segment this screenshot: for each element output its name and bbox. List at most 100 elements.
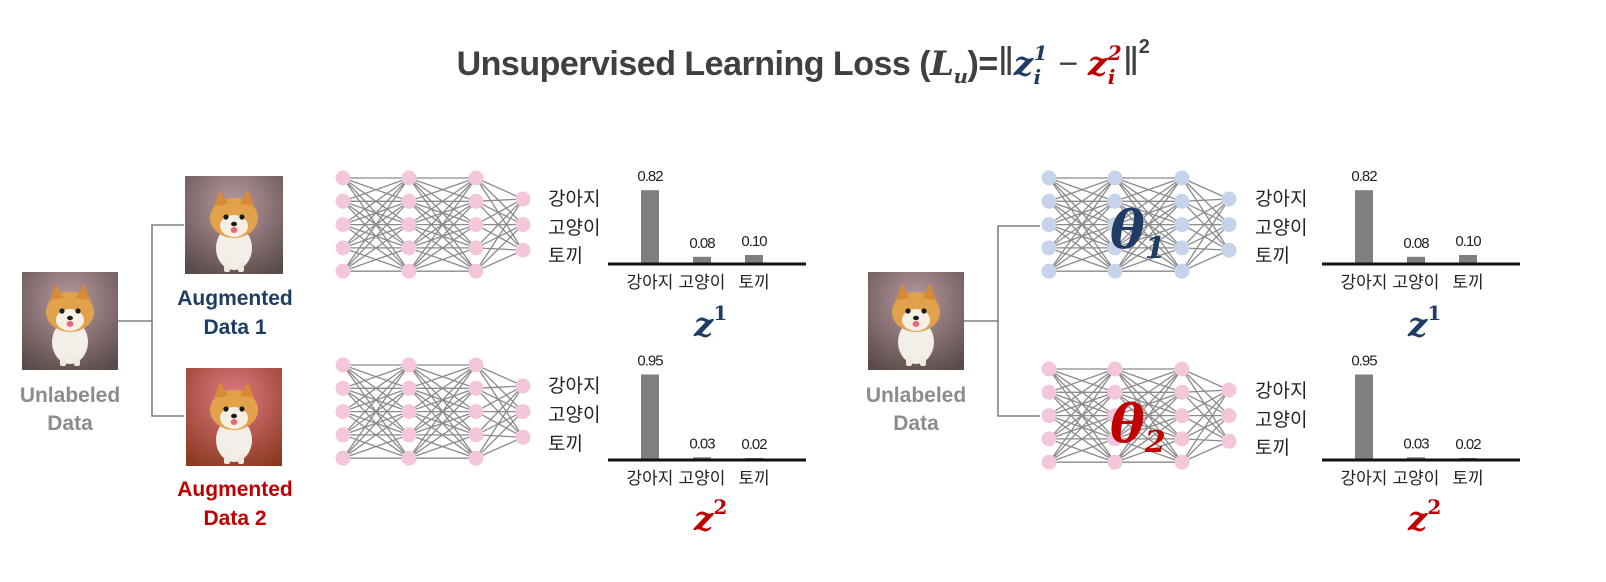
network-edges xyxy=(1048,368,1230,463)
network-node xyxy=(468,170,484,186)
left-unlabeled-label-1: Unlabeled xyxy=(20,384,120,407)
category-tick-label: 고양이 xyxy=(1393,273,1440,292)
network-node xyxy=(1174,431,1190,447)
bar-chart-z1-right: 0.82 강아지 0.08 고양이 0.10 토끼 z1 xyxy=(1322,168,1520,345)
left-source-photo xyxy=(22,272,118,370)
network-node xyxy=(1221,242,1237,258)
power-two: 2 xyxy=(1138,36,1150,58)
augmented-photo-2 xyxy=(186,368,282,466)
bar-value-label: 0.82 xyxy=(1351,168,1377,185)
network-node xyxy=(515,217,531,233)
network-node xyxy=(335,380,351,396)
category-tick-label: 강아지 xyxy=(1341,469,1388,488)
network-node xyxy=(515,191,531,207)
class-label: 고양이 xyxy=(1255,217,1307,239)
network-node xyxy=(468,240,484,256)
network-node xyxy=(335,263,351,279)
category-tick-label: 고양이 xyxy=(679,273,726,292)
bar-value-label: 0.03 xyxy=(1403,435,1429,452)
network-node xyxy=(335,357,351,373)
network-node xyxy=(468,404,484,420)
chart-caption: z2 xyxy=(1407,495,1441,539)
aug2-label-1: Augmented xyxy=(177,478,293,501)
output-labels-right-bottom: 강아지 고양이 토끼 xyxy=(1255,380,1307,459)
theta1-symbol: θ1 xyxy=(1110,200,1166,266)
network-node xyxy=(1107,361,1123,377)
bar-chart-z1-left: 0.82 강아지 0.08 고양이 0.10 토끼 z1 xyxy=(608,168,806,345)
network-node xyxy=(515,429,531,445)
category-tick-label: 고양이 xyxy=(1393,469,1440,488)
loss-formula-title: Unsupervised Learning Loss (Lu)=‖z 1 i − z 2 i… xyxy=(0,36,1606,89)
right-unlabeled-label-2: Data xyxy=(893,412,939,435)
bar xyxy=(1407,256,1425,264)
network-node xyxy=(1041,240,1057,256)
network-node xyxy=(1174,263,1190,279)
norm-open: ‖ xyxy=(997,40,1015,84)
network-node xyxy=(1041,431,1057,447)
left-unlabeled-label-2: Data xyxy=(47,412,93,435)
network-node xyxy=(1174,240,1190,256)
network-node xyxy=(1107,263,1123,279)
bar xyxy=(641,374,659,460)
network-node xyxy=(335,404,351,420)
network-node xyxy=(1174,217,1190,233)
network-node xyxy=(1221,191,1237,207)
network-node xyxy=(401,240,417,256)
network-node xyxy=(401,450,417,466)
minus-sign: − xyxy=(1058,45,1079,83)
bar-value-label: 0.10 xyxy=(741,233,767,250)
title-prefix: Unsupervised Learning Loss ( xyxy=(456,45,931,83)
bar xyxy=(745,255,763,264)
network-node xyxy=(1041,361,1057,377)
network-node xyxy=(1107,217,1123,233)
neural-network-right-bottom xyxy=(1041,361,1237,470)
network-node xyxy=(401,217,417,233)
class-label: 고양이 xyxy=(548,217,600,239)
category-tick-label: 토끼 xyxy=(738,273,769,292)
network-node xyxy=(335,170,351,186)
network-node xyxy=(1107,170,1123,186)
network-node xyxy=(1041,217,1057,233)
class-label: 고양이 xyxy=(548,404,600,426)
class-label: 강아지 xyxy=(548,375,600,397)
network-node xyxy=(1221,433,1237,449)
network-node xyxy=(468,380,484,396)
bar xyxy=(641,190,659,264)
output-labels-left-top: 강아지 고양이 토끼 xyxy=(548,188,600,267)
network-node xyxy=(1174,408,1190,424)
network-node xyxy=(335,240,351,256)
theta2-symbol: θ2 xyxy=(1110,394,1166,460)
network-node xyxy=(1041,263,1057,279)
right-unlabeled-label-1: Unlabeled xyxy=(866,384,966,407)
network-node xyxy=(468,217,484,233)
class-label: 토끼 xyxy=(1255,245,1290,267)
network-node xyxy=(1107,431,1123,447)
augmented-photo-1 xyxy=(185,176,283,274)
norm-close: ‖ xyxy=(1122,40,1140,84)
class-label: 강아지 xyxy=(1255,188,1307,210)
network-node xyxy=(468,357,484,373)
category-tick-label: 강아지 xyxy=(627,273,674,292)
category-tick-label: 토끼 xyxy=(1452,469,1483,488)
class-label: 고양이 xyxy=(1255,409,1307,431)
neural-network-left-top xyxy=(335,170,531,279)
network-node xyxy=(468,427,484,443)
network-node xyxy=(401,380,417,396)
bar-value-label: 0.95 xyxy=(637,353,663,370)
bar xyxy=(693,256,711,264)
category-tick-label: 강아지 xyxy=(1341,273,1388,292)
network-node xyxy=(468,193,484,209)
network-node xyxy=(1174,454,1190,470)
chart-caption: z1 xyxy=(1407,301,1441,345)
category-tick-label: 토끼 xyxy=(738,469,769,488)
network-node xyxy=(515,378,531,394)
bar-value-label: 0.08 xyxy=(689,235,715,252)
network-node xyxy=(1107,384,1123,400)
bar-value-label: 0.10 xyxy=(1455,233,1481,250)
neural-network-left-bottom xyxy=(335,357,531,466)
network-node xyxy=(1221,217,1237,233)
class-label: 강아지 xyxy=(1255,380,1307,402)
